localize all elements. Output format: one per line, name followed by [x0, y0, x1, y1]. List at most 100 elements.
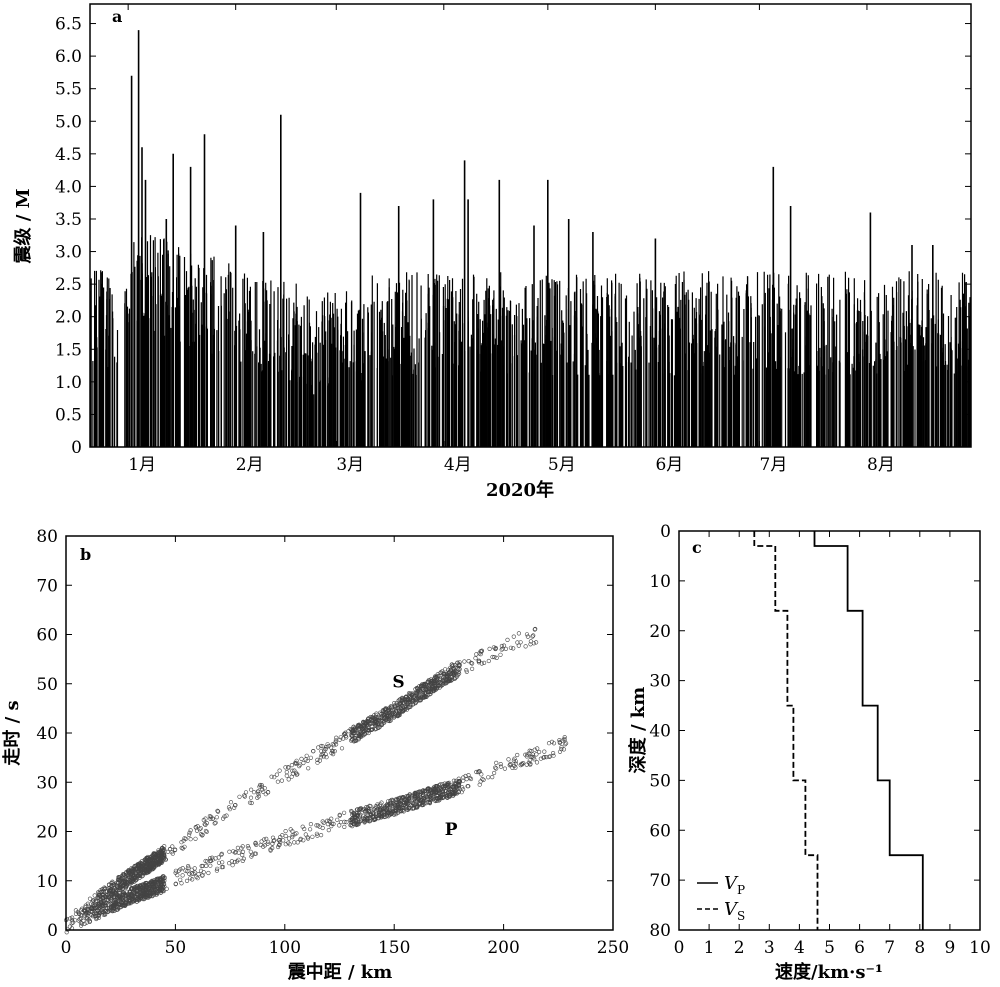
- s-phase-point: [294, 772, 299, 777]
- p-phase-point: [393, 803, 398, 808]
- p-phase-point: [382, 804, 388, 809]
- p-phase-point: [184, 878, 190, 884]
- s-phase-point: [204, 820, 209, 826]
- s-phase-point: [494, 655, 499, 661]
- p-phase-point: [406, 801, 411, 806]
- s-phase-point: [397, 708, 402, 713]
- p-phase-point: [440, 788, 445, 793]
- s-phase-point: [443, 672, 448, 677]
- p-phase-point: [320, 819, 325, 824]
- p-phase-point: [451, 778, 457, 783]
- p-phase-point: [96, 901, 101, 906]
- p-phase-point: [376, 815, 381, 821]
- panel-a-frame: [89, 3, 972, 448]
- s-phase-point: [445, 674, 450, 679]
- s-phase-point: [464, 669, 469, 674]
- s-phase-point: [233, 802, 238, 808]
- p-phase-point: [103, 908, 108, 913]
- s-phase-point: [482, 660, 487, 666]
- p-phase-point: [513, 761, 519, 766]
- p-phase-point: [428, 792, 434, 797]
- p-phase-point: [441, 795, 447, 800]
- p-phase-point: [530, 754, 535, 759]
- x-tick-label: 250: [597, 938, 629, 958]
- p-phase-point: [561, 747, 567, 752]
- s-phase-point: [170, 844, 175, 849]
- s-phase-point: [446, 667, 451, 672]
- p-phase-point: [542, 754, 547, 760]
- y-tick-label: 10: [36, 872, 58, 892]
- p-phase-point: [246, 845, 251, 851]
- p-phase-point: [490, 774, 495, 780]
- p-phase-point: [400, 795, 405, 800]
- p-phase-point: [152, 880, 157, 885]
- s-phase-point: [187, 832, 192, 838]
- p-phase-point: [240, 849, 246, 855]
- p-phase-point: [394, 800, 399, 805]
- y-tick-label: 20: [36, 823, 58, 843]
- p-phase-point: [235, 845, 240, 851]
- p-phase-point: [434, 784, 439, 789]
- s-phase-point: [511, 634, 516, 639]
- s-phase-point: [188, 837, 193, 842]
- s-phase-point: [249, 800, 254, 806]
- x-tick-label: 1: [704, 938, 715, 958]
- p-phase-point: [173, 868, 178, 873]
- s-phase-point: [118, 883, 123, 888]
- p-phase-point: [205, 859, 210, 864]
- p-phase-point: [325, 821, 331, 827]
- p-phase-point: [199, 863, 204, 869]
- s-phase-point: [411, 702, 416, 707]
- p-phase-point: [466, 773, 471, 778]
- s-phase-point: [368, 714, 373, 720]
- p-phase-point: [201, 870, 206, 875]
- p-phase-point: [398, 800, 403, 805]
- p-phase-point: [389, 810, 394, 815]
- s-phase-point: [126, 868, 131, 874]
- p-phase-point: [264, 836, 269, 842]
- p-phase-point: [520, 762, 525, 767]
- s-phase-point: [200, 833, 205, 838]
- p-phase-point: [85, 916, 90, 921]
- p-phase-point: [131, 899, 136, 904]
- legend-vp-label: VP: [724, 873, 745, 897]
- p-phase-point: [477, 782, 482, 787]
- s-phase-point: [339, 746, 345, 751]
- s-phase-point: [368, 721, 374, 726]
- s-phase-point: [470, 661, 475, 666]
- s-phase-point: [111, 888, 116, 894]
- s-phase-point: [383, 711, 388, 716]
- s-phase-point: [341, 736, 346, 741]
- s-phase-point: [286, 777, 291, 782]
- y-tick-label: 0: [660, 522, 671, 542]
- s-phase-point: [131, 877, 136, 883]
- s-phase-point: [311, 748, 316, 754]
- s-phase-point: [203, 828, 208, 834]
- p-phase-point: [428, 798, 434, 803]
- p-phase-point: [216, 855, 221, 860]
- p-phase-point: [547, 754, 553, 759]
- p-phase-point: [321, 820, 326, 825]
- p-phase-point: [190, 877, 195, 882]
- p-phase-point: [536, 749, 542, 755]
- p-phase-point: [542, 749, 547, 754]
- p-phase-point: [115, 892, 120, 897]
- x-tick-label: 3月: [336, 455, 364, 475]
- p-phase-point: [82, 921, 87, 926]
- p-phase-point: [328, 819, 333, 825]
- p-phase-point: [214, 868, 219, 873]
- p-phase-point: [524, 754, 529, 759]
- p-phase-point: [270, 841, 275, 846]
- p-phase-point: [132, 890, 137, 895]
- vs-profile-line: [753, 531, 819, 930]
- p-phase-point: [547, 754, 552, 760]
- s-phase-point: [418, 683, 424, 689]
- p-phase-point: [329, 823, 334, 829]
- s-phase-point: [477, 651, 482, 656]
- p-phase-point: [272, 838, 277, 843]
- p-phase-point: [434, 796, 440, 801]
- x-tick-label: 5: [824, 938, 835, 958]
- s-phase-point: [124, 883, 129, 888]
- p-phase-point: [406, 796, 411, 801]
- p-phase-point: [519, 761, 524, 766]
